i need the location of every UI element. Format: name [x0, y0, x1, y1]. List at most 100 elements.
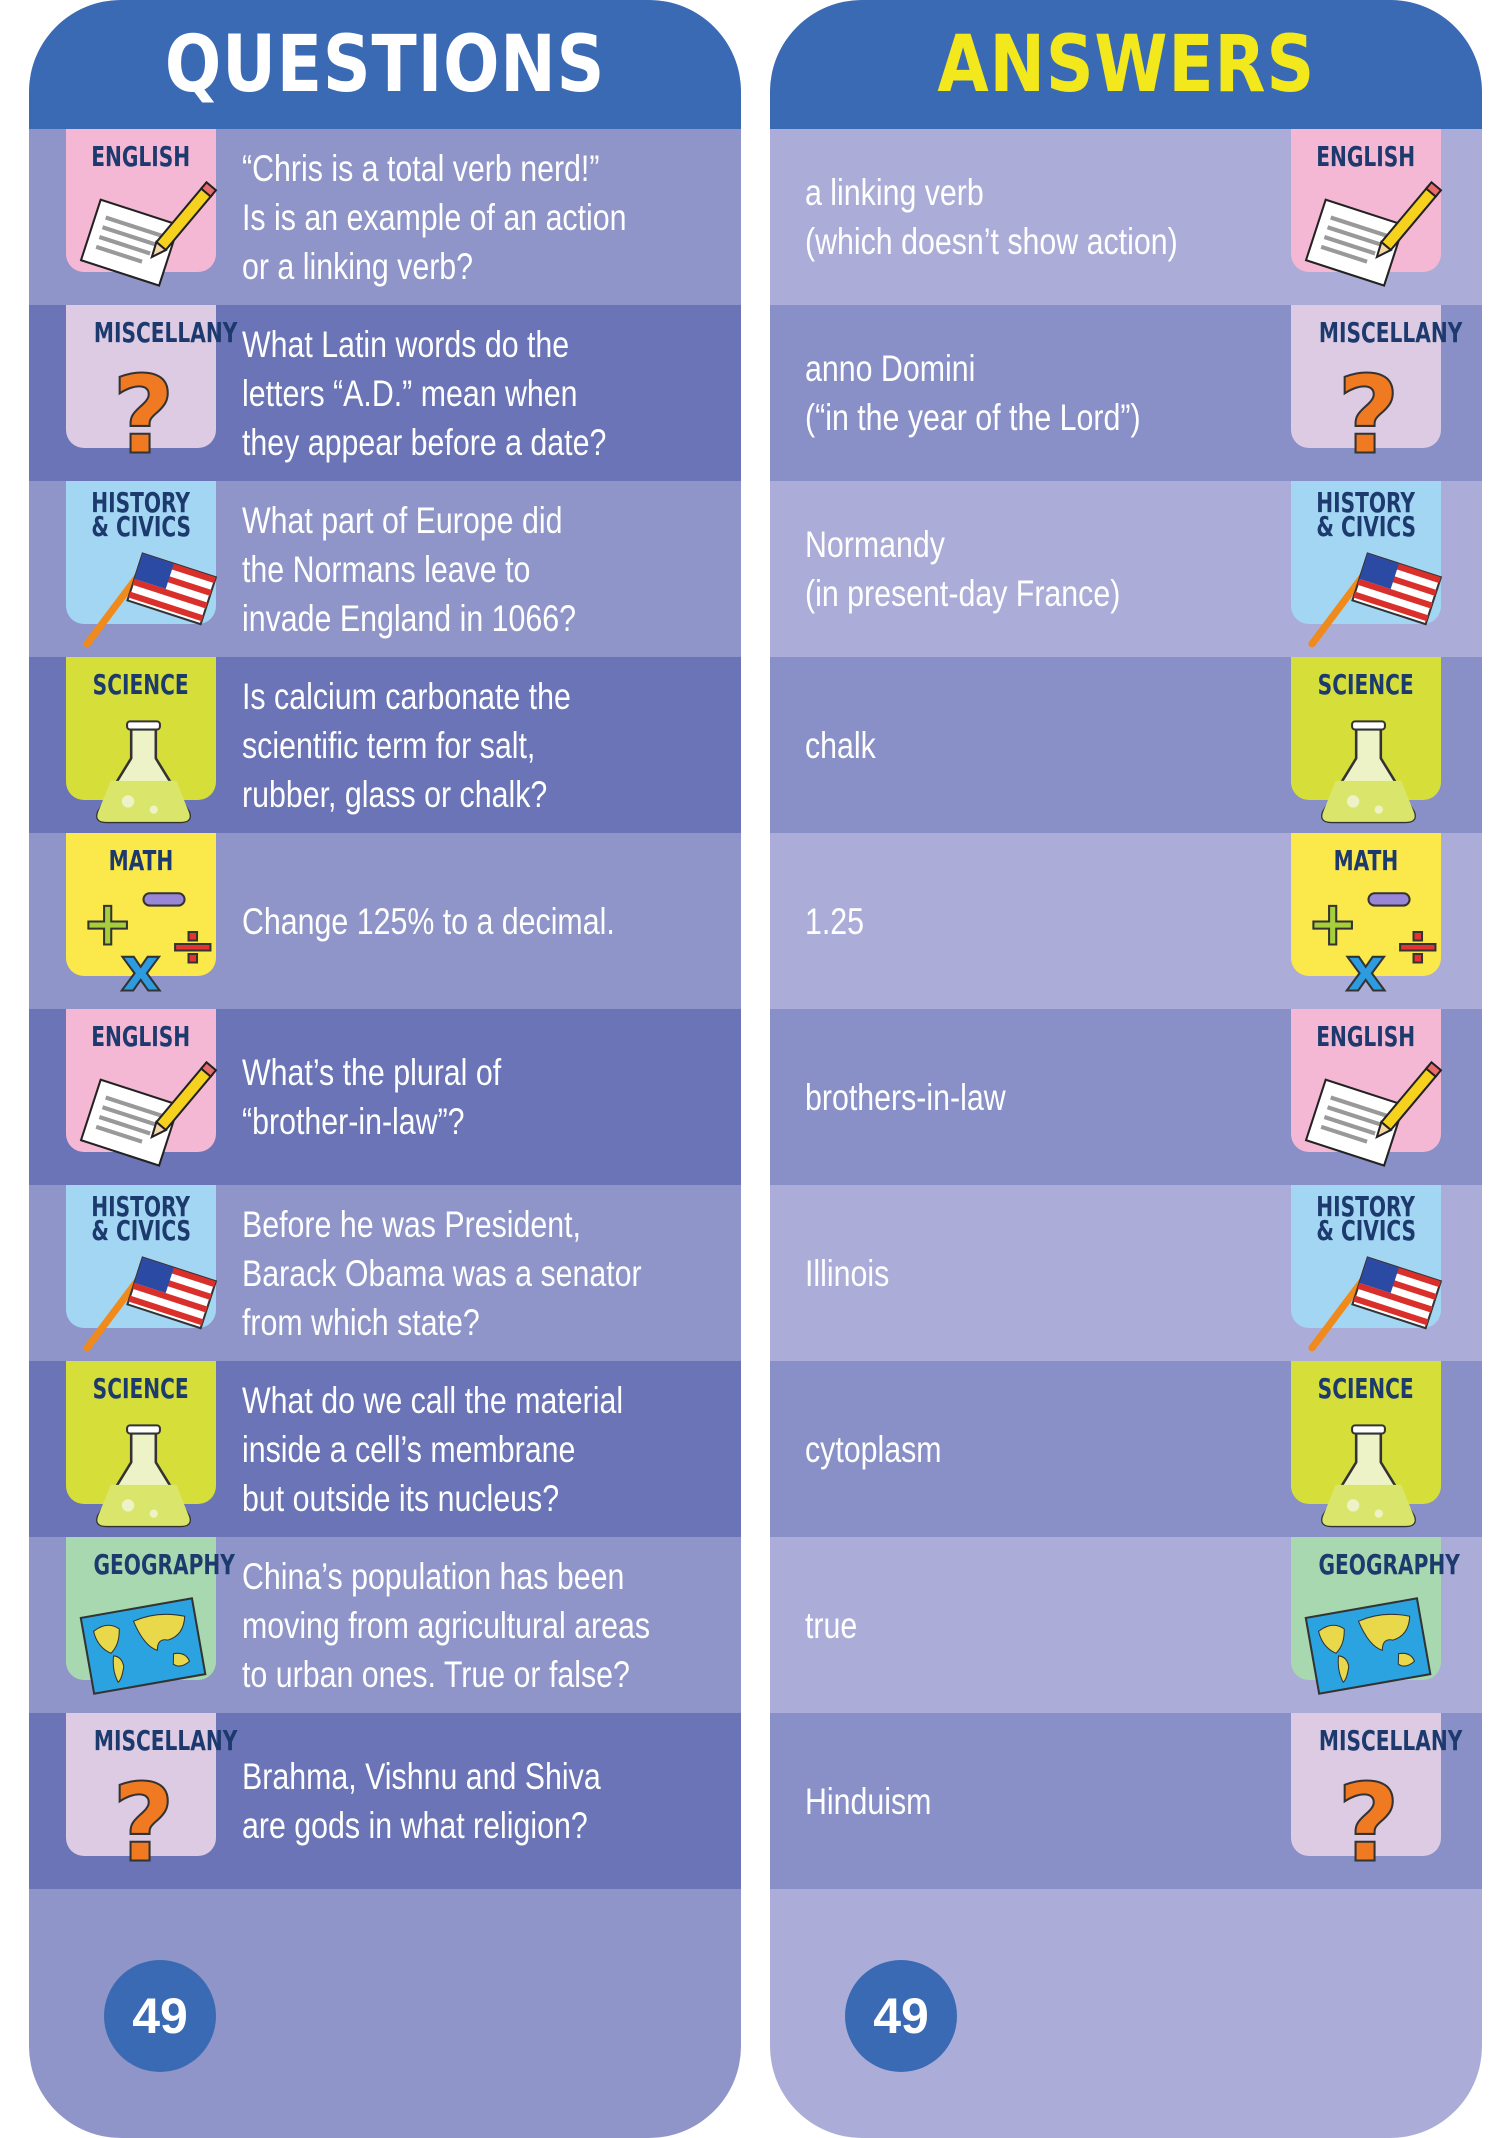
question-row: MATH + x ÷ Change 125% to a decimal. [29, 833, 741, 1009]
category-tile-history: HISTORY & CIVICS [1291, 481, 1443, 648]
question-line: moving from agricultural areas [242, 1604, 651, 1646]
question-text: What do we call the material inside a cel… [242, 1361, 707, 1537]
category-label-line: & CIVICS [1316, 1214, 1416, 1247]
category-label-line: MISCELLANY [1318, 316, 1463, 349]
question-text: What Latin words do the letters “A.D.” me… [242, 305, 686, 481]
svg-text:+: + [82, 888, 134, 960]
paper-pencil-icon [1304, 180, 1443, 287]
category-label-line: HISTORY [91, 1190, 191, 1223]
question-line: to urban ones. True or false? [242, 1653, 630, 1695]
us-flag-icon [1308, 552, 1443, 648]
svg-text:+: + [1307, 888, 1359, 960]
question-text: What’s the plural of “brother-in-law”? [242, 1009, 558, 1185]
answer-row: Hinduism MISCELLANY? [770, 1713, 1482, 1889]
question-line: Brahma, Vishnu and Shiva [242, 1756, 601, 1797]
category-tile-history: HISTORY & CIVICS [66, 481, 218, 648]
question-text: China’s population has been moving from a… [242, 1537, 740, 1713]
question-line: are gods in what religion? [242, 1805, 588, 1846]
category-label-line: MATH [108, 844, 174, 877]
answers-list: a linking verb (which doesn’t show action… [770, 129, 1482, 1889]
answer-row: Illinois HISTORY & CIVICS [770, 1185, 1482, 1361]
question-line: What do we call the material [242, 1379, 624, 1421]
category-label: ENGLISH [1291, 1023, 1441, 1051]
category-label: HISTORY & CIVICS [1291, 1190, 1441, 1247]
question-line: “Chris is a total verb nerd!” [242, 147, 600, 189]
answer-text: cytoplasm [805, 1361, 972, 1537]
answer-line: anno Domini [805, 348, 976, 389]
question-row: MISCELLANY? What Latin words do the letter… [29, 305, 741, 481]
question-row: HISTORY & CIVICS Before he was President, B… [29, 1185, 741, 1361]
question-row: ENGLISH “Chris is a total verb nerd!” Is i… [29, 129, 741, 305]
category-label-line: & CIVICS [91, 1214, 191, 1247]
answer-row: a linking verb (which doesn’t show action… [770, 129, 1482, 305]
question-row: GEOGRAPHY China’s population has been movi… [29, 1537, 741, 1713]
question-row: SCIENCE What do we call the material insid… [29, 1361, 741, 1537]
category-label: MATH [66, 847, 216, 875]
answer-line: true [805, 1604, 858, 1646]
category-label-line: ENGLISH [91, 140, 191, 173]
answer-row: 1.25 MATH + x ÷ [770, 833, 1482, 1009]
page-number-badge: 49 [104, 1960, 216, 2072]
answer-row: chalk SCIENCE [770, 657, 1482, 833]
question-row: MISCELLANY? Brahma, Vishnu and Shiva are g… [29, 1713, 741, 1889]
question-line: they appear before a date? [242, 421, 607, 463]
category-label: SCIENCE [1291, 671, 1441, 699]
answer-text: a linking verb (which doesn’t show action… [805, 129, 1260, 305]
answers-title: ANSWERS [937, 19, 1315, 110]
category-tile-miscellany: MISCELLANY? [66, 305, 237, 480]
question-line: What Latin words do the [242, 323, 570, 365]
category-label: ENGLISH [1291, 143, 1441, 171]
category-tile-science: SCIENCE [66, 657, 216, 824]
question-line: invade England in 1066? [242, 597, 577, 639]
question-mark-icon: ? [111, 352, 176, 479]
question-line: Change 125% to a decimal. [242, 900, 615, 942]
category-label: MISCELLANY [1291, 319, 1462, 347]
answer-line: (which doesn’t show action) [805, 221, 1178, 262]
paper-pencil-icon [1304, 1060, 1443, 1167]
category-label: MATH [1291, 847, 1441, 875]
answer-row: anno Domini (“in the year of the Lord”) MI… [770, 305, 1482, 481]
question-mark-icon: ? [1336, 352, 1401, 479]
category-tile-geography: GEOGRAPHY [66, 1537, 235, 1695]
answer-line: Illinois [805, 1252, 890, 1294]
question-line: the Normans leave to [242, 548, 531, 590]
question-line: China’s population has been [242, 1555, 625, 1597]
category-tile-english: ENGLISH [66, 129, 218, 287]
category-tile-math: MATH + x ÷ [1291, 833, 1442, 1007]
flask-icon [96, 720, 191, 824]
question-line: What part of Europe did [242, 499, 563, 541]
question-text: Before he was President, Barack Obama was… [242, 1185, 729, 1361]
category-tile-history: HISTORY & CIVICS [1291, 1185, 1443, 1352]
answer-line: (“in the year of the Lord”) [805, 397, 1141, 438]
category-label-line: ENGLISH [1316, 1020, 1416, 1053]
category-label: ENGLISH [66, 1023, 216, 1051]
svg-text:?: ? [112, 1761, 175, 1886]
questions-header: QUESTIONS [29, 0, 741, 129]
answer-row: true GEOGRAPHY [770, 1537, 1482, 1713]
category-tile-miscellany: MISCELLANY? [66, 1713, 237, 1888]
answer-text: Hinduism [805, 1713, 959, 1889]
question-line: scientific term for salt, [242, 724, 536, 766]
question-line: inside a cell’s membrane [242, 1428, 576, 1470]
flask-icon [1321, 1424, 1416, 1528]
category-label: MISCELLANY [1291, 1727, 1462, 1755]
category-tile-english: ENGLISH [66, 1009, 218, 1167]
category-tile-miscellany: MISCELLANY? [1291, 1713, 1462, 1888]
question-row: SCIENCE Is calcium carbonate the scientifi… [29, 657, 741, 833]
answer-text: Normandy (in present-day France) [805, 481, 1190, 657]
question-line: rubber, glass or chalk? [242, 773, 548, 815]
category-label-line: HISTORY [1316, 1190, 1416, 1223]
category-label: HISTORY & CIVICS [1291, 489, 1441, 541]
answer-line: brothers-in-law [805, 1076, 1006, 1118]
math-symbols-icon: +x ÷ [81, 887, 218, 1007]
answer-row: Normandy (in present-day France) HISTORY & … [770, 481, 1482, 657]
question-line: What’s the plural of [242, 1052, 502, 1093]
answer-line: 1.25 [805, 900, 865, 942]
svg-text:÷: ÷ [1394, 914, 1441, 979]
category-label-line: ENGLISH [1316, 140, 1416, 173]
category-tile-english: ENGLISH [1291, 1009, 1443, 1167]
category-label-line: GEOGRAPHY [93, 1548, 235, 1581]
answer-line: a linking verb [805, 172, 984, 213]
svg-text:x: x [121, 934, 161, 1006]
category-tile-science: SCIENCE [1291, 1361, 1441, 1528]
